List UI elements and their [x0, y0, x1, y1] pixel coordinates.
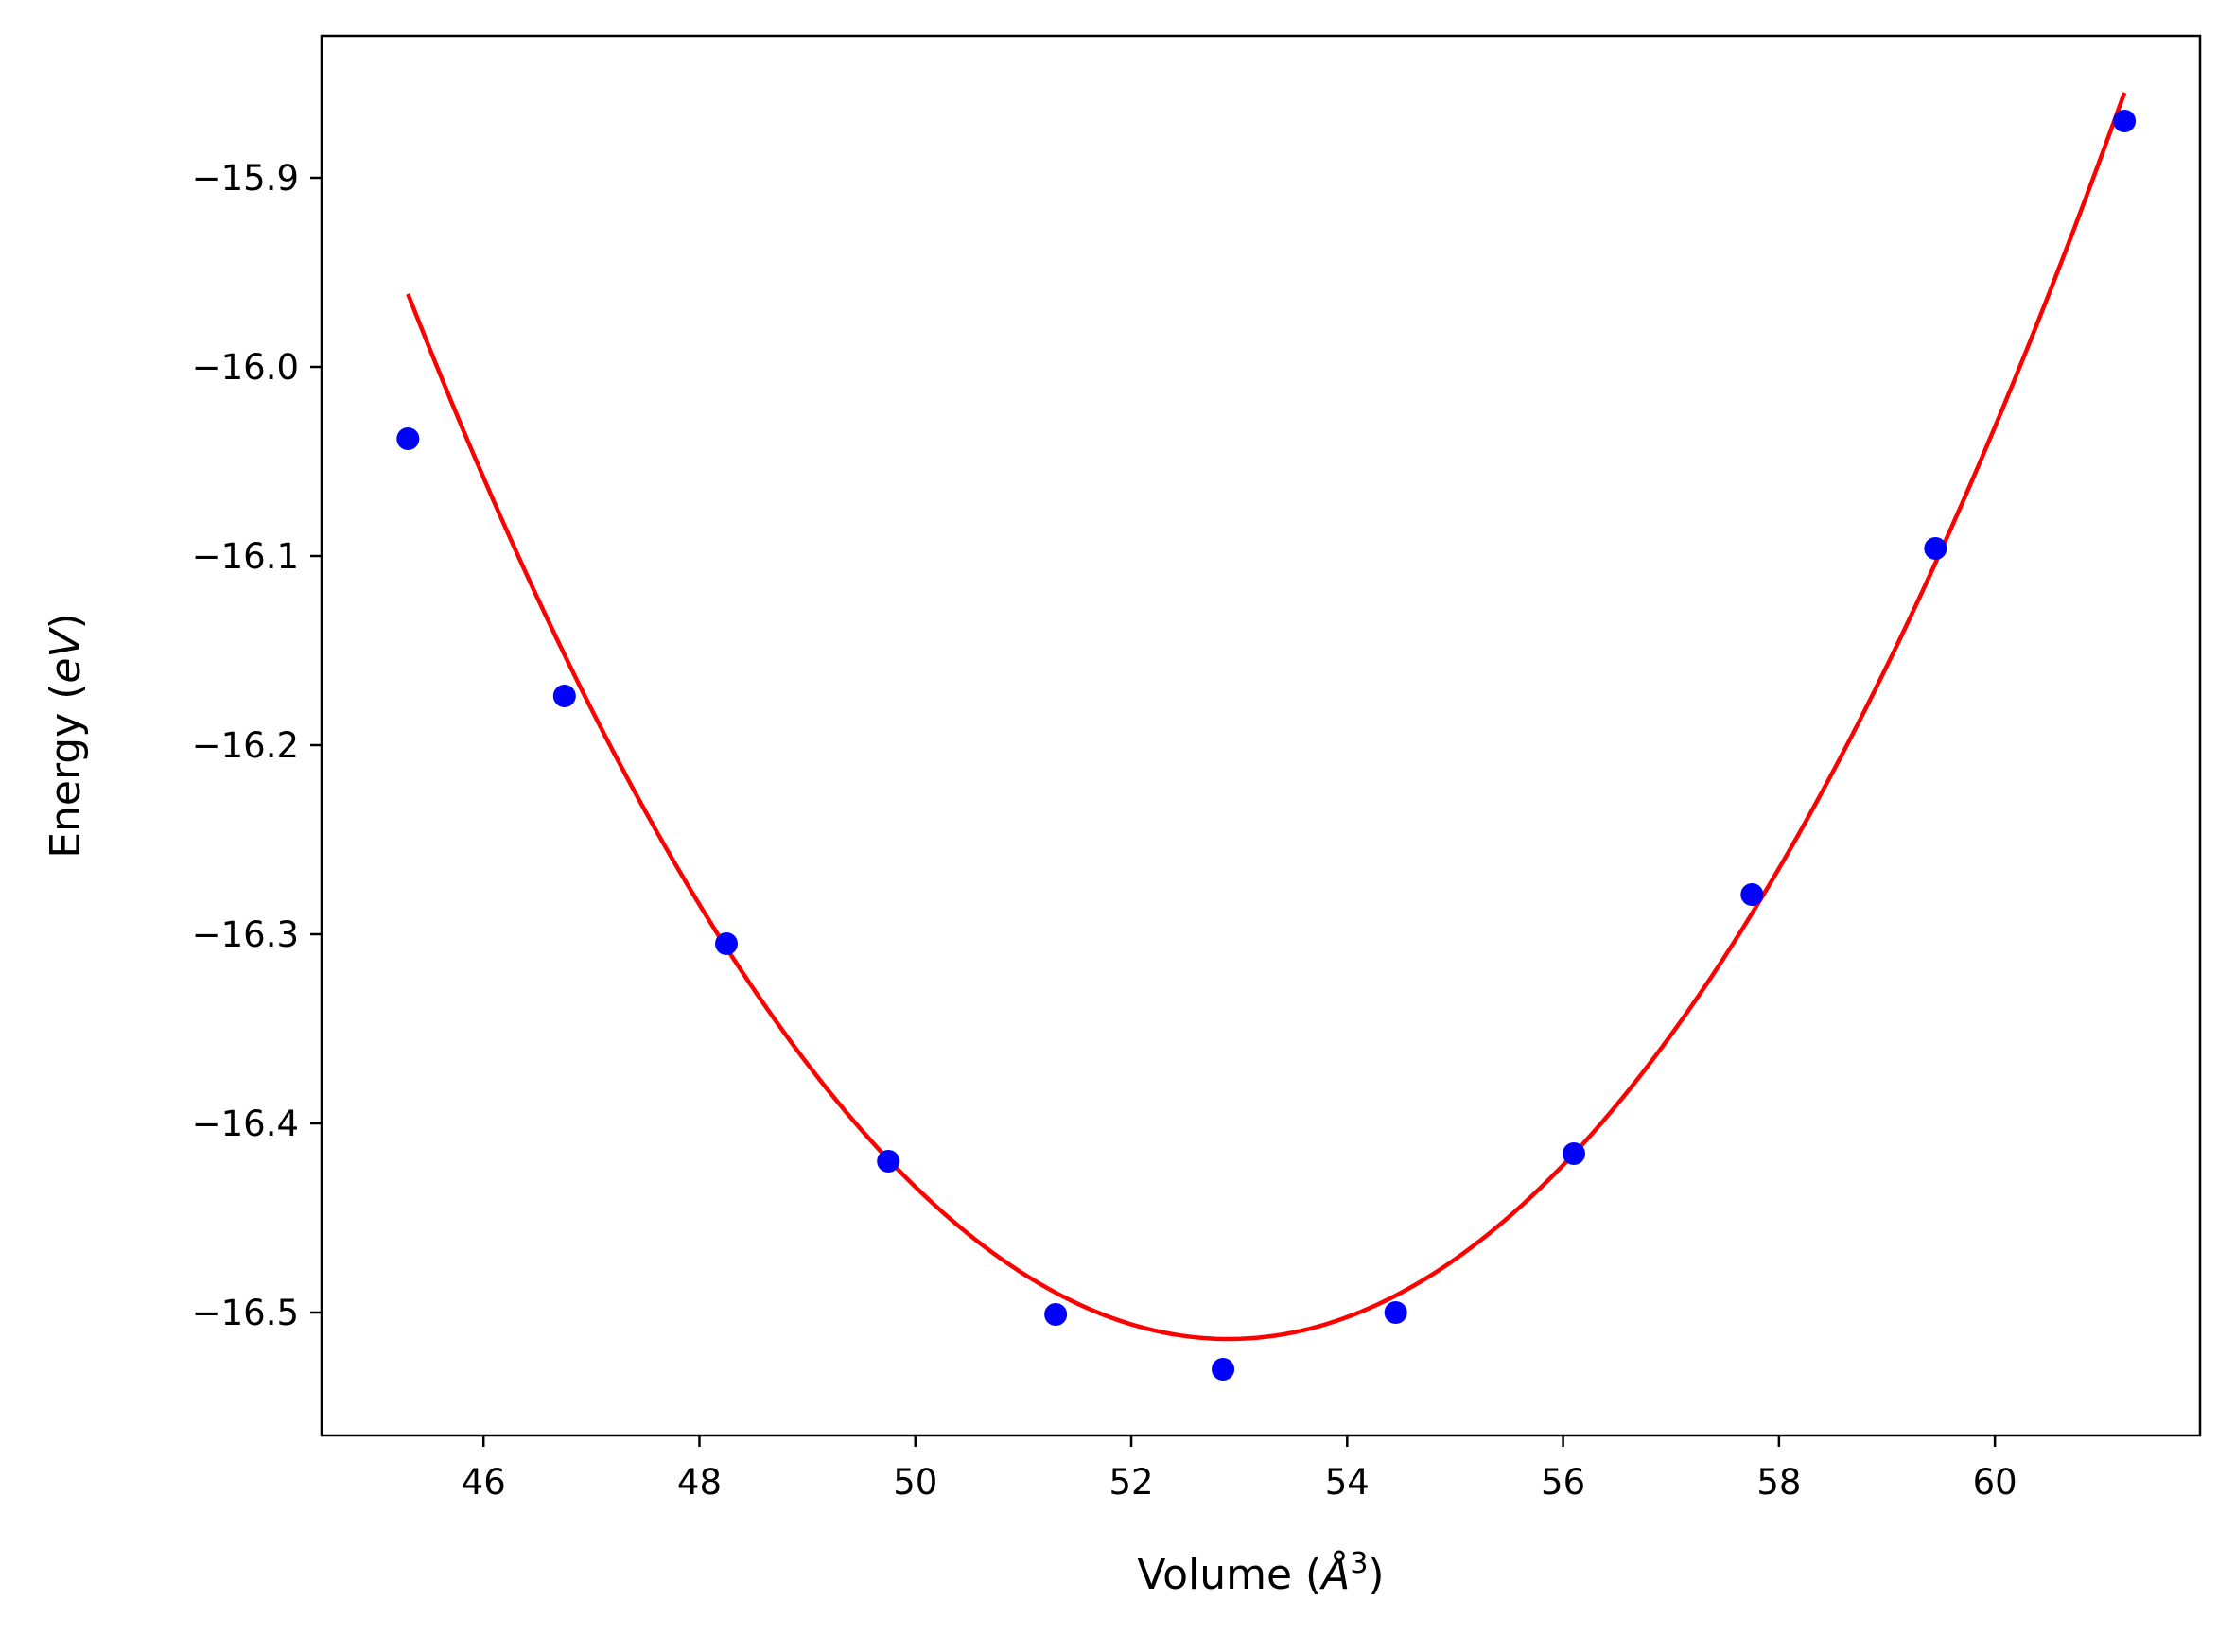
x-axis-ticks: 46 48 50 52 54 56 58 60: [462, 1435, 2017, 1503]
y-tick-label: −16.1: [192, 536, 299, 577]
x-tick-label: 60: [1973, 1462, 2017, 1503]
data-point: [1563, 1142, 1585, 1165]
x-tick-label: 48: [677, 1462, 722, 1503]
x-axis-label: Volume (Å3): [1137, 1547, 1384, 1600]
data-point: [877, 1150, 900, 1173]
y-tick-label: −16.2: [192, 725, 299, 766]
data-points-layer: [396, 110, 2137, 1381]
x-tick-label: 50: [893, 1462, 937, 1503]
data-point: [552, 685, 576, 707]
x-tick-label: 52: [1109, 1462, 1153, 1503]
plot-area-frame: [320, 34, 2202, 1437]
y-tick-label: −16.4: [192, 1104, 299, 1144]
x-tick-label: 56: [1541, 1462, 1585, 1503]
data-point: [715, 932, 739, 955]
y-tick-label: −16.0: [192, 347, 299, 388]
data-point: [396, 427, 420, 450]
data-point: [2113, 110, 2137, 132]
y-tick-label: −16.5: [192, 1293, 299, 1333]
fit-curve: [406, 92, 2127, 1342]
data-point: [1924, 537, 1947, 560]
data-point: [1384, 1301, 1407, 1324]
y-axis-label: Energy (eV): [42, 613, 90, 859]
data-point: [1740, 883, 1764, 906]
y-tick-label: −15.9: [192, 158, 299, 199]
y-tick-label: −16.3: [192, 914, 299, 955]
y-axis-ticks: −15.9 −16.0 −16.1 −16.2 −16.3 −16.4 −16.5: [192, 158, 322, 1333]
data-point: [1044, 1303, 1068, 1326]
data-point: [1212, 1358, 1235, 1381]
x-tick-label: 58: [1756, 1462, 1801, 1503]
x-tick-label: 54: [1325, 1462, 1370, 1503]
x-tick-label: 46: [462, 1462, 506, 1503]
fit-curve-layer: [406, 92, 2127, 1342]
